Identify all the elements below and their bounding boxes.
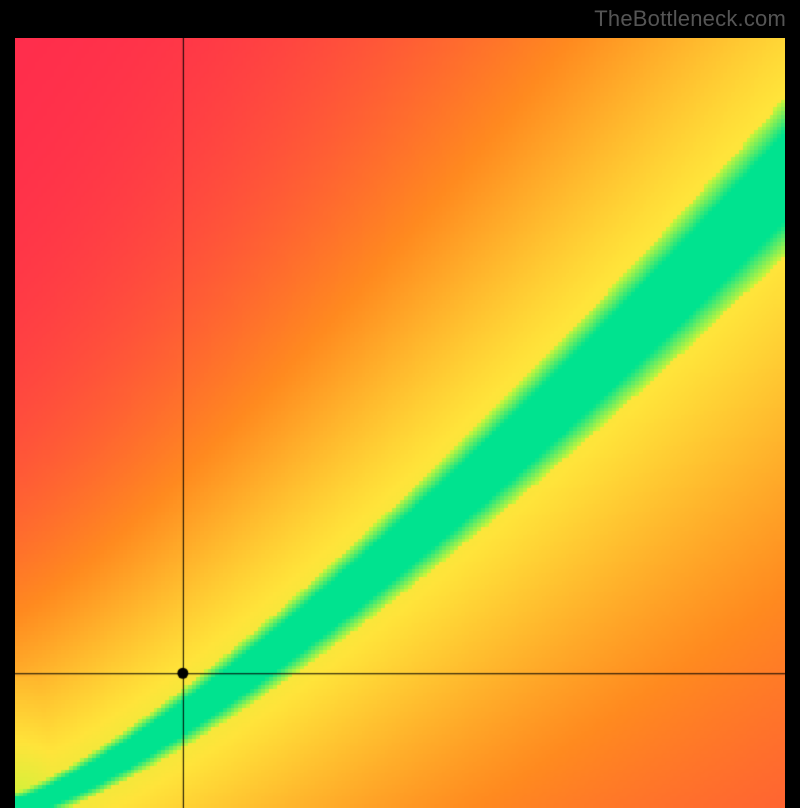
watermark-text: TheBottleneck.com — [594, 6, 786, 32]
chart-container: TheBottleneck.com — [0, 0, 800, 800]
bottleneck-heatmap — [15, 38, 785, 808]
